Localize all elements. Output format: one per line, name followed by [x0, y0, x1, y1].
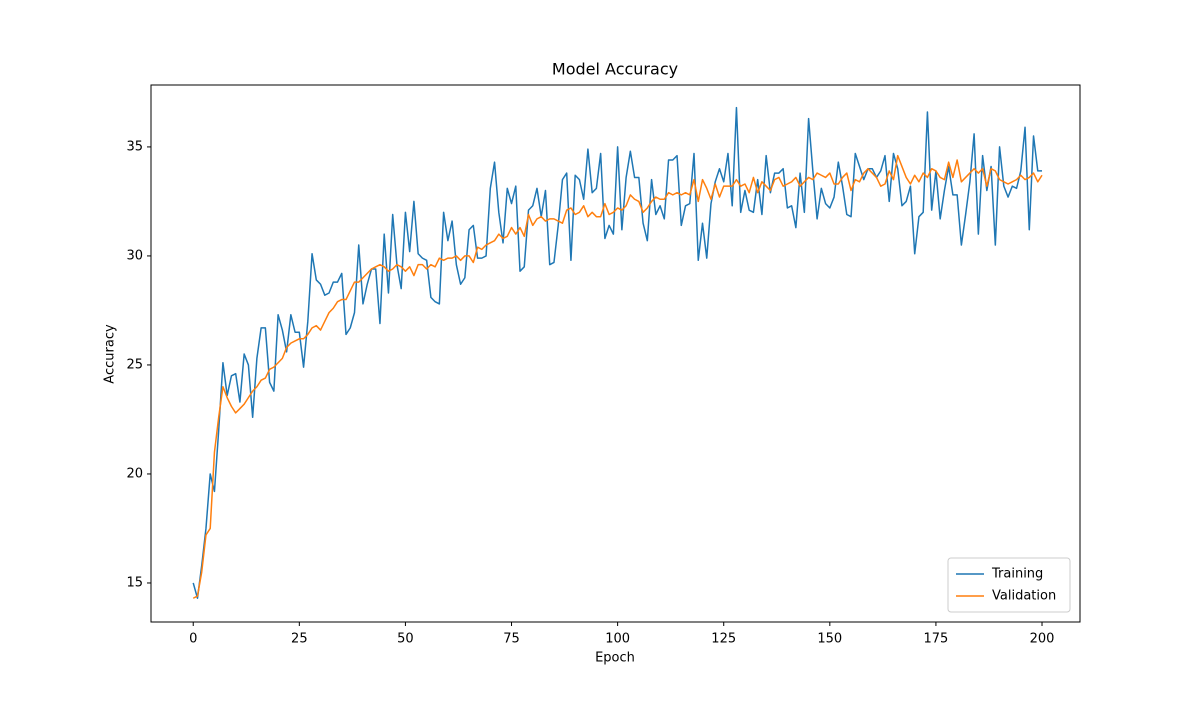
line-series	[192, 154, 1043, 599]
y-tick-label: 15	[126, 575, 143, 590]
x-tick-label: 175	[924, 632, 949, 647]
legend-label: Training	[991, 567, 1043, 582]
legend-label: Validation	[992, 589, 1056, 604]
y-tick-label: 30	[126, 248, 143, 263]
y-tick-label: 35	[126, 139, 143, 154]
x-tick-label: 200	[1030, 632, 1055, 647]
x-tick-label: 100	[605, 632, 630, 647]
x-tick-label: 75	[503, 632, 520, 647]
plot-frame	[150, 84, 1081, 623]
x-axis-label: Epoch	[595, 651, 635, 666]
line-series	[192, 106, 1043, 599]
x-tick-label: 125	[711, 632, 736, 647]
chart-title: Model Accuracy	[552, 60, 678, 79]
x-tick-label: 0	[189, 632, 197, 647]
y-tick-label: 25	[126, 357, 143, 372]
legend-box	[947, 557, 1071, 613]
x-tick-label: 150	[817, 632, 842, 647]
y-tick-label: 20	[126, 466, 143, 481]
x-tick-label: 50	[397, 632, 414, 647]
x-tick-label: 25	[291, 632, 308, 647]
y-axis-label: Accuracy	[103, 324, 118, 384]
